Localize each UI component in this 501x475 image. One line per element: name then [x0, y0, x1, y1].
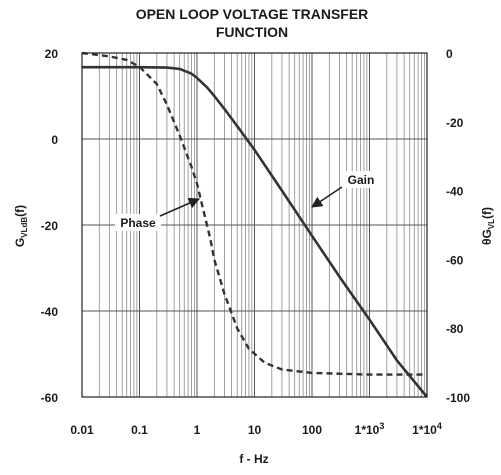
y-left-tick-label: -60 — [41, 391, 59, 405]
gain-annotation: Gain — [348, 173, 375, 187]
y-right-tick-label: 0 — [446, 47, 453, 61]
tick-labels: 0.01 0.1 1 10 100 1*103 1*104200-20-40-600-20-… — [41, 47, 471, 437]
y-left-label-main: G — [13, 238, 27, 247]
x-axis-label: f - Hz — [239, 452, 268, 466]
x-tick-label-text: 0.01 — [70, 423, 94, 437]
phase-label-bg — [115, 214, 161, 231]
x-tick-label-text: 1*10 — [355, 423, 380, 437]
y-left-tick-label: -40 — [41, 305, 59, 319]
y-left-tick-label: -20 — [41, 219, 59, 233]
x-tick-label: 0.01 — [70, 423, 94, 437]
x-tick-label: 1 — [194, 423, 201, 437]
y-left-label-tail: (f) — [13, 205, 27, 217]
y-right-tick-label: -100 — [446, 391, 470, 405]
x-tick-label: 1*104 — [412, 421, 442, 437]
series-lines — [81, 51, 429, 398]
y-left-label-sub: VLdB — [20, 217, 29, 238]
x-tick-label-exponent: 3 — [379, 421, 384, 431]
y-right-tick-label: -40 — [446, 185, 464, 199]
phase-series-line — [81, 51, 427, 376]
y-axis-right-label: θGVL(f) — [480, 207, 496, 245]
gain-label-bg — [342, 171, 380, 188]
x-tick-label-text: 1 — [194, 423, 201, 437]
gain-series-line — [82, 65, 429, 398]
chart-subtitle: FUNCTION — [216, 24, 288, 40]
y-right-tick-label: -60 — [446, 253, 464, 267]
y-right-label-main: θG — [480, 229, 494, 245]
grid — [81, 53, 427, 397]
y-left-tick-label: 20 — [45, 47, 59, 61]
y-right-label-tail: (f) — [480, 207, 494, 219]
y-axis-left-label: GVLdB(f) — [13, 205, 29, 247]
chart-title: OPEN LOOP VOLTAGE TRANSFER — [136, 6, 369, 22]
y-right-tick-label: -20 — [446, 116, 464, 130]
x-tick-label-text: 0.1 — [131, 423, 148, 437]
x-tick-label-text: 10 — [248, 423, 262, 437]
x-tick-label: 0.1 — [131, 423, 148, 437]
x-tick-label: 10 — [248, 423, 262, 437]
x-tick-label-text: 100 — [302, 423, 322, 437]
y-left-tick-label: 0 — [51, 133, 58, 147]
x-tick-label: 1*103 — [355, 421, 385, 437]
y-right-label-sub: VL — [487, 219, 496, 229]
x-tick-label-exponent: 4 — [437, 421, 442, 431]
phase-pointer-arrow — [159, 197, 201, 217]
y-right-tick-label: -80 — [446, 322, 464, 336]
plot-frame — [81, 52, 428, 398]
x-tick-label: 100 — [302, 423, 322, 437]
gain-pointer-arrow — [311, 186, 343, 208]
phase-annotation: Phase — [120, 216, 156, 230]
x-tick-label-text: 1*10 — [412, 423, 437, 437]
annotations: Gain Phase — [115, 171, 380, 231]
